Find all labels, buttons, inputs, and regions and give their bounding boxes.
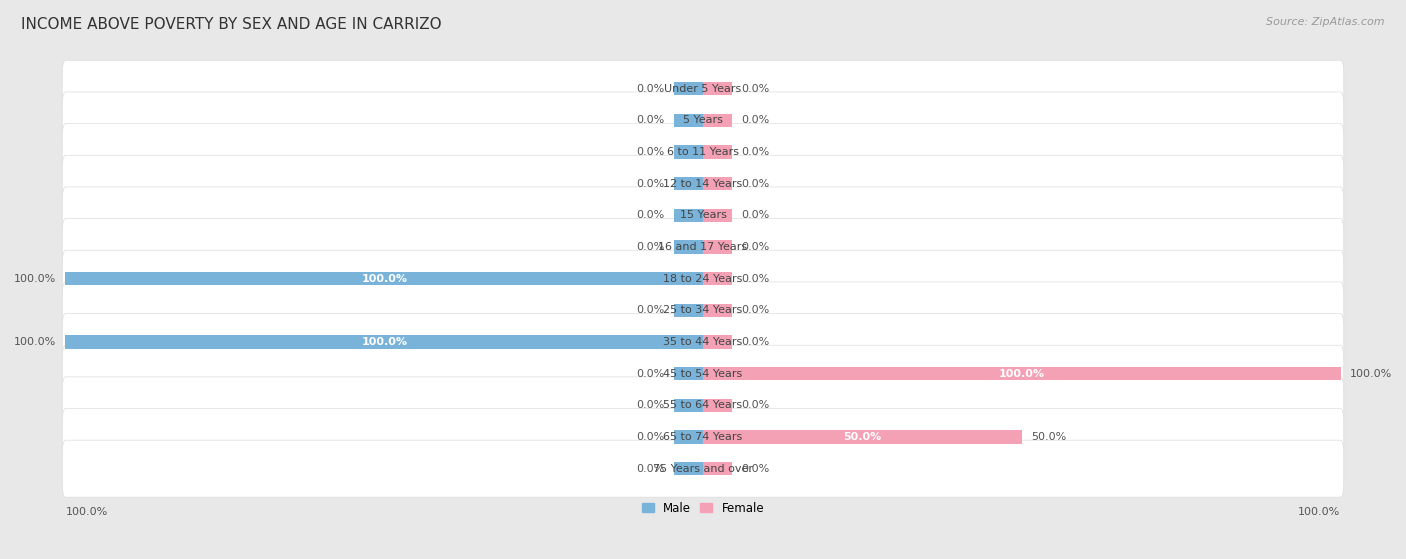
- Text: 100.0%: 100.0%: [361, 274, 408, 284]
- Text: Under 5 Years: Under 5 Years: [665, 84, 741, 94]
- Bar: [703, 209, 731, 222]
- Text: 50.0%: 50.0%: [1032, 432, 1067, 442]
- Legend: Male, Female: Male, Female: [637, 498, 769, 520]
- Bar: [675, 240, 703, 254]
- Text: 100.0%: 100.0%: [998, 369, 1045, 378]
- Bar: [675, 177, 703, 191]
- Text: 0.0%: 0.0%: [637, 369, 665, 378]
- Text: 100.0%: 100.0%: [361, 337, 408, 347]
- Text: 0.0%: 0.0%: [741, 463, 769, 473]
- Bar: [703, 114, 731, 127]
- Text: 5 Years: 5 Years: [683, 116, 723, 125]
- Bar: [675, 114, 703, 127]
- Text: 0.0%: 0.0%: [637, 116, 665, 125]
- Text: 100.0%: 100.0%: [1298, 506, 1340, 517]
- Text: 0.0%: 0.0%: [637, 432, 665, 442]
- Bar: [675, 430, 703, 444]
- Text: 35 to 44 Years: 35 to 44 Years: [664, 337, 742, 347]
- FancyBboxPatch shape: [62, 219, 1344, 276]
- Bar: [703, 304, 731, 317]
- Text: 0.0%: 0.0%: [637, 210, 665, 220]
- Text: 100.0%: 100.0%: [1350, 369, 1392, 378]
- Text: 55 to 64 Years: 55 to 64 Years: [664, 400, 742, 410]
- Bar: [703, 430, 1022, 444]
- FancyBboxPatch shape: [62, 377, 1344, 434]
- Text: 50.0%: 50.0%: [844, 432, 882, 442]
- Text: 18 to 24 Years: 18 to 24 Years: [664, 274, 742, 284]
- Bar: [675, 82, 703, 96]
- Text: 45 to 54 Years: 45 to 54 Years: [664, 369, 742, 378]
- Bar: [703, 462, 731, 475]
- FancyBboxPatch shape: [62, 124, 1344, 181]
- FancyBboxPatch shape: [62, 250, 1344, 307]
- Text: 0.0%: 0.0%: [741, 147, 769, 157]
- Text: Source: ZipAtlas.com: Source: ZipAtlas.com: [1267, 17, 1385, 27]
- Bar: [675, 367, 703, 380]
- Text: 6 to 11 Years: 6 to 11 Years: [666, 147, 740, 157]
- Bar: [675, 462, 703, 475]
- Text: 16 and 17 Years: 16 and 17 Years: [658, 242, 748, 252]
- Text: 0.0%: 0.0%: [741, 179, 769, 189]
- Text: 0.0%: 0.0%: [741, 305, 769, 315]
- Bar: [675, 304, 703, 317]
- Text: INCOME ABOVE POVERTY BY SEX AND AGE IN CARRIZO: INCOME ABOVE POVERTY BY SEX AND AGE IN C…: [21, 17, 441, 32]
- Bar: [703, 82, 731, 96]
- Text: 0.0%: 0.0%: [741, 400, 769, 410]
- Text: 0.0%: 0.0%: [637, 242, 665, 252]
- Text: 0.0%: 0.0%: [741, 242, 769, 252]
- FancyBboxPatch shape: [62, 92, 1344, 149]
- FancyBboxPatch shape: [62, 187, 1344, 244]
- Text: 15 Years: 15 Years: [679, 210, 727, 220]
- Bar: [703, 367, 1340, 380]
- Text: 0.0%: 0.0%: [637, 305, 665, 315]
- Text: 0.0%: 0.0%: [637, 463, 665, 473]
- Bar: [703, 335, 731, 349]
- Text: 0.0%: 0.0%: [637, 84, 665, 94]
- Text: 12 to 14 Years: 12 to 14 Years: [664, 179, 742, 189]
- Text: 0.0%: 0.0%: [637, 147, 665, 157]
- FancyBboxPatch shape: [62, 314, 1344, 371]
- Text: 0.0%: 0.0%: [741, 116, 769, 125]
- Text: 0.0%: 0.0%: [637, 400, 665, 410]
- FancyBboxPatch shape: [62, 440, 1344, 497]
- Bar: [703, 240, 731, 254]
- Text: 0.0%: 0.0%: [741, 210, 769, 220]
- Bar: [703, 145, 731, 159]
- Text: 0.0%: 0.0%: [741, 274, 769, 284]
- FancyBboxPatch shape: [62, 60, 1344, 117]
- Bar: [675, 209, 703, 222]
- Text: 25 to 34 Years: 25 to 34 Years: [664, 305, 742, 315]
- Text: 100.0%: 100.0%: [14, 337, 56, 347]
- Text: 75 Years and over: 75 Years and over: [652, 463, 754, 473]
- Bar: [66, 272, 703, 286]
- Bar: [703, 272, 731, 286]
- Bar: [703, 177, 731, 191]
- Text: 65 to 74 Years: 65 to 74 Years: [664, 432, 742, 442]
- FancyBboxPatch shape: [62, 155, 1344, 212]
- FancyBboxPatch shape: [62, 345, 1344, 402]
- Bar: [703, 399, 731, 412]
- Text: 0.0%: 0.0%: [741, 337, 769, 347]
- Bar: [66, 335, 703, 349]
- Text: 0.0%: 0.0%: [637, 179, 665, 189]
- FancyBboxPatch shape: [62, 409, 1344, 466]
- Bar: [675, 145, 703, 159]
- Text: 100.0%: 100.0%: [66, 506, 108, 517]
- Text: 100.0%: 100.0%: [14, 274, 56, 284]
- FancyBboxPatch shape: [62, 282, 1344, 339]
- Text: 0.0%: 0.0%: [741, 84, 769, 94]
- Bar: [675, 399, 703, 412]
